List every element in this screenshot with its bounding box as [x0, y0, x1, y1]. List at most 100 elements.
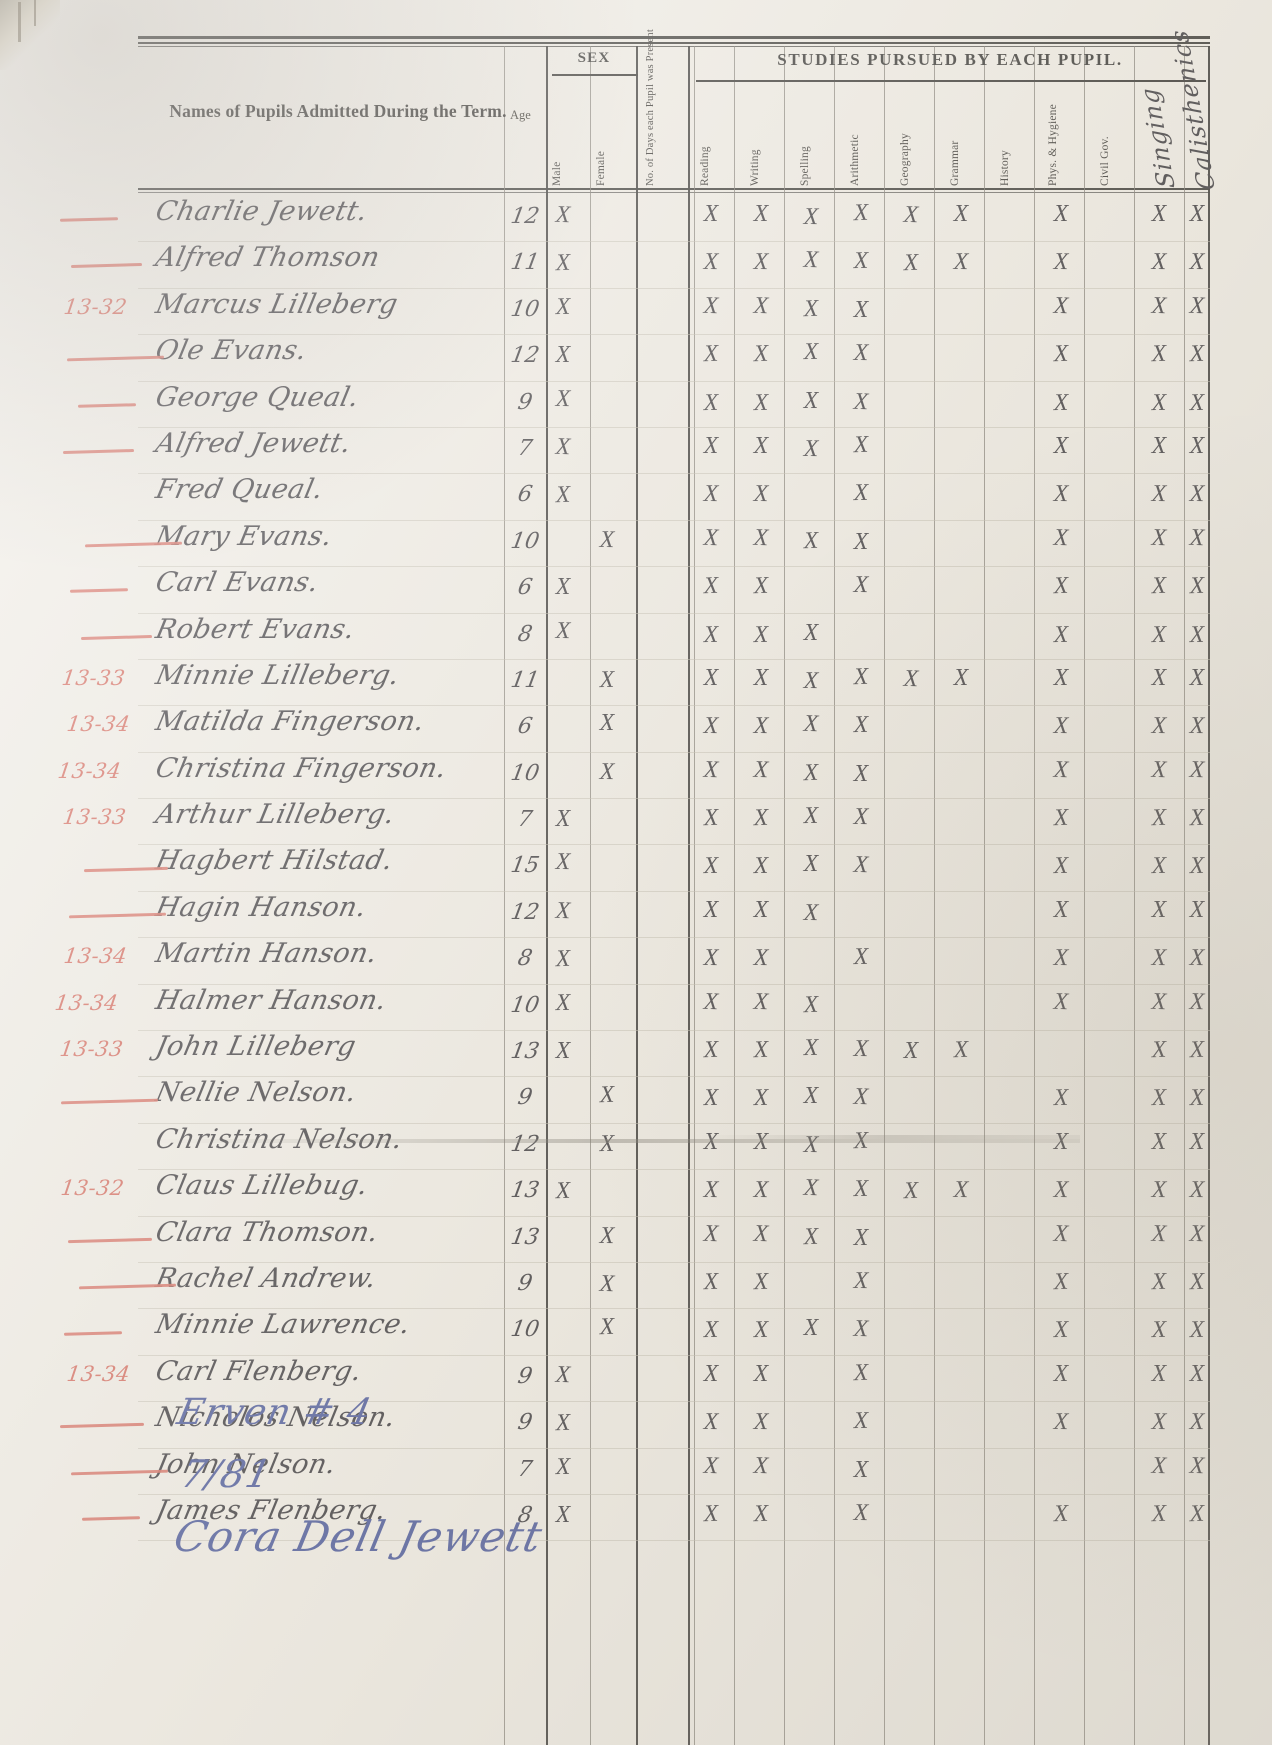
study-mark-writing: X	[753, 1036, 769, 1064]
study-mark-grammar: X	[953, 1177, 969, 1204]
study-mark-reading: X	[703, 249, 719, 276]
study-mark-reading: X	[703, 389, 719, 416]
study-mark-arithmetic: X	[853, 1084, 869, 1111]
study-mark-reading: X	[703, 1360, 719, 1387]
study-mark-reading: X	[703, 853, 719, 880]
study-mark-calisthenics: X	[1189, 432, 1205, 459]
pupil-age: 12	[508, 343, 542, 369]
study-mark-singing: X	[1151, 756, 1167, 783]
study-mark-calisthenics: X	[1189, 1360, 1205, 1387]
arithmetic-column-header: Arithmetic	[849, 134, 861, 186]
study-mark-calisthenics: X	[1189, 481, 1205, 508]
table-row: George Queal. 9 X X X X X X X X	[138, 382, 1210, 428]
table-row: Alfred Thomson 11 X X X X X X X X X X	[138, 242, 1210, 289]
study-mark-writing: X	[753, 1268, 769, 1296]
study-mark-calisthenics: X	[1189, 340, 1205, 368]
row-rule	[138, 1354, 1210, 1356]
study-mark-calisthenics: X	[1189, 1268, 1205, 1296]
pupil-age: 13	[508, 1224, 542, 1250]
row-rule	[138, 798, 1210, 800]
study-mark-calisthenics: X	[1189, 621, 1205, 648]
names-column-header: Names of Pupils Admitted During the Term…	[169, 101, 507, 121]
study-mark-arithmetic: X	[853, 944, 869, 971]
study-mark-arithmetic: X	[853, 1316, 869, 1343]
study-mark-singing: X	[1151, 664, 1167, 691]
study-mark-calisthenics: X	[1189, 988, 1205, 1015]
study-mark-male: X	[555, 617, 571, 644]
study-mark-singing: X	[1151, 1409, 1167, 1436]
study-mark-spelling: X	[803, 759, 819, 786]
pupil-name: Arthur Lilleberg.	[152, 799, 398, 831]
study-mark-arithmetic: X	[853, 1224, 869, 1251]
column-divider-geography	[934, 46, 935, 1745]
study-mark-calisthenics: X	[1189, 1220, 1205, 1247]
study-mark-spelling: X	[803, 203, 819, 231]
margin-code: 13-34	[65, 712, 132, 737]
study-mark-calisthenics: X	[1189, 292, 1205, 320]
column-divider-days	[636, 46, 638, 1745]
pupil-age: 9	[515, 1270, 535, 1296]
study-mark-male: X	[555, 1501, 571, 1528]
study-mark-writing: X	[753, 249, 769, 276]
column-divider-physhyg	[1084, 46, 1085, 1745]
studies-group-rule	[696, 80, 1206, 82]
study-mark-arithmetic: X	[853, 1359, 869, 1387]
pupil-name: Alfred Thomson	[152, 242, 383, 274]
table-row: Hagin Hanson. 12 X X X X X X X	[138, 892, 1210, 939]
row-rule	[138, 380, 1210, 382]
study-mark-calisthenics: X	[1189, 389, 1205, 416]
study-mark-arithmetic: X	[853, 803, 869, 831]
table-header-frame: SEX STUDIES PURSUED BY EACH PUPIL. Names…	[138, 29, 1221, 1745]
pupil-age: 7	[515, 435, 535, 461]
pupil-age: 11	[508, 667, 542, 693]
study-mark-singing: X	[1151, 1036, 1167, 1064]
study-mark-geography: X	[903, 1038, 919, 1065]
history-column-header: History	[999, 150, 1011, 186]
row-rule	[138, 1447, 1210, 1449]
table-row: Marcus Lilleberg 10 X X X X X X X X	[138, 289, 1210, 336]
pupil-age: 15	[508, 853, 542, 879]
pupil-age: 10	[508, 296, 542, 322]
study-mark-writing: X	[753, 1452, 769, 1479]
study-mark-writing: X	[753, 945, 769, 972]
top-border-rule	[138, 36, 1210, 39]
pupil-age: 9	[515, 1410, 535, 1436]
pupil-name: Alfred Jewett.	[152, 427, 355, 459]
pupil-age: 12	[508, 899, 542, 925]
pupil-age: 6	[515, 714, 535, 740]
study-mark-spelling: X	[803, 802, 819, 830]
pupil-name: Ole Evans.	[152, 335, 310, 367]
study-mark-singing: X	[1151, 853, 1167, 880]
row-rule	[138, 426, 1210, 428]
pupil-age: 12	[508, 1131, 542, 1157]
header-bottom-rule	[138, 192, 1210, 193]
study-mark-arithmetic: X	[853, 1035, 869, 1063]
table-row: Fred Queal. 6 X X X X X X X	[138, 474, 1210, 521]
study-mark-male: X	[555, 342, 571, 369]
table-row: Minnie Lawrence. 10 X X X X X X X X	[138, 1309, 1210, 1356]
study-mark-female: X	[599, 526, 615, 553]
study-mark-writing: X	[753, 1360, 769, 1387]
study-mark-reading: X	[703, 1452, 719, 1479]
pupil-name: George Queal.	[152, 381, 363, 413]
margin-code: 13-34	[56, 758, 123, 783]
study-mark-male: X	[555, 482, 571, 509]
study-mark-writing: X	[753, 572, 769, 600]
study-mark-writing: X	[753, 481, 769, 508]
study-mark-reading: X	[703, 1409, 719, 1436]
study-mark-grammar: X	[953, 201, 969, 227]
pupil-name: Rachel Andrew.	[152, 1262, 380, 1294]
study-mark-arithmetic: X	[853, 760, 869, 787]
margin-dash-mark	[59, 1423, 145, 1429]
study-mark-writing: X	[753, 1500, 769, 1528]
margin-dash-mark	[62, 449, 135, 454]
study-mark-calisthenics: X	[1189, 1317, 1205, 1344]
study-mark-calisthenics: X	[1189, 945, 1205, 972]
study-mark-physhyg: X	[1053, 292, 1069, 320]
pupil-age: 13	[508, 1039, 542, 1065]
pupil-name: Claus Lillebug.	[152, 1170, 372, 1202]
study-mark-reading: X	[703, 945, 719, 972]
study-mark-singing: X	[1151, 945, 1167, 972]
row-rule	[138, 1215, 1210, 1217]
study-mark-male: X	[555, 1453, 571, 1480]
